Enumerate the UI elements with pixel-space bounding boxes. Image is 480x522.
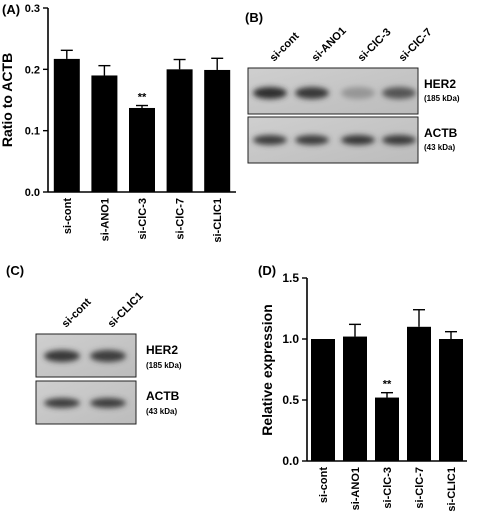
bar-d-2 <box>375 397 399 461</box>
actb-band-b-1 <box>295 135 329 145</box>
blot-b-actb-kda: (43 kDa) <box>424 143 455 152</box>
bar-a-0 <box>53 58 80 193</box>
blot-b-her2-bands <box>253 87 416 99</box>
lane-label-b-2: si-ClC-3 <box>356 26 394 64</box>
y-tick-label-a: 0.0 <box>25 187 40 199</box>
panel-a-label: (A) <box>2 2 20 17</box>
category-label-a-3: si-ClC-7 <box>175 198 187 240</box>
category-label-d-3: si-ClC-7 <box>414 467 426 509</box>
lane-label-b-3: si-ClC-7 <box>397 26 435 64</box>
actb-band-b-2 <box>341 135 375 145</box>
blot-c-her2-kda: (185 kDa) <box>146 361 182 370</box>
significance-marker-d: ** <box>383 379 392 391</box>
y-tick-label-d: 0.0 <box>282 454 299 468</box>
blot-c-her2-label: HER2 <box>146 343 178 357</box>
blot-c: si-cont si-CLIC1 HER2 (185 kDa) ACTB (43 … <box>35 290 182 425</box>
blot-b-actb-bands <box>253 135 416 145</box>
category-label-a-4: si-CLIC1 <box>212 198 224 243</box>
blot-b-lane-labels: si-cont si-ANO1 si-ClC-3 si-ClC-7 <box>268 25 435 64</box>
actb-band-c-1 <box>90 398 126 408</box>
bar-d-0 <box>311 339 335 461</box>
y-tick-label-a: 0.3 <box>25 3 40 15</box>
lane-label-b-1: si-ANO1 <box>310 25 349 64</box>
blot-b-her2-label: HER2 <box>424 77 456 91</box>
her2-band-c-1 <box>90 350 126 362</box>
y-axis-label-d: Relative expression <box>259 304 275 436</box>
actb-band-b-0 <box>253 135 287 145</box>
blot-c-actb-kda: (43 kDa) <box>146 407 177 416</box>
bar-a-3 <box>166 69 193 192</box>
blot-c-actb-label: ACTB <box>146 389 180 403</box>
category-label-d-0: si-cont <box>318 467 330 503</box>
panel-b-label: (B) <box>245 10 263 25</box>
panel-d-label: (D) <box>258 263 276 278</box>
blot-b: si-cont si-ANO1 si-ClC-3 si-ClC-7 HER2 (185… <box>247 25 460 164</box>
y-tick-label-d: 1.5 <box>282 271 299 285</box>
blot-c-lane-labels: si-cont si-CLIC1 <box>60 290 146 330</box>
her2-band-b-1 <box>295 87 329 99</box>
bar-d-3 <box>407 326 431 461</box>
y-tick-label-d: 1.0 <box>282 332 299 346</box>
y-tick-label-a: 0.2 <box>25 64 40 76</box>
bar-a-4 <box>204 69 231 192</box>
her2-band-b-3 <box>382 87 416 99</box>
bar-a-1 <box>91 75 118 192</box>
chart-d: 0.0 0.5 1.0 1.5 Relative expression si-cont si… <box>259 271 467 512</box>
blot-c-actb-bands <box>44 398 126 408</box>
blot-b-her2-kda: (185 kDa) <box>424 94 460 103</box>
bar-d-1 <box>343 336 367 461</box>
her2-band-b-2 <box>341 87 375 99</box>
y-axis-label-a: Ratio to ACTB <box>0 53 15 147</box>
her2-band-b-0 <box>253 87 287 99</box>
significance-marker-a: ** <box>138 92 147 104</box>
blot-b-actb-label: ACTB <box>424 126 458 140</box>
category-label-a-1: si-ANO1 <box>99 198 111 241</box>
category-label-d-2: si-ClC-3 <box>382 467 394 509</box>
category-label-a-0: si-cont <box>62 198 74 234</box>
category-label-a-2: si-ClC-3 <box>137 198 149 240</box>
category-label-d-4: si-CLIC1 <box>446 467 458 512</box>
actb-band-c-0 <box>44 398 80 408</box>
actb-band-b-3 <box>382 135 416 145</box>
chart-a: 0.0 0.1 0.2 0.3 Ratio to ACTB si-cont si-ANO1 *… <box>0 3 236 243</box>
y-tick-label-a: 0.1 <box>25 126 40 138</box>
her2-band-c-0 <box>44 350 80 362</box>
lane-label-c-1: si-CLIC1 <box>106 290 146 330</box>
y-tick-label-d: 0.5 <box>282 393 299 407</box>
bar-d-4 <box>439 339 463 461</box>
panel-c-label: (C) <box>6 263 24 278</box>
blot-c-her2-bands <box>44 350 126 362</box>
category-label-d-1: si-ANO1 <box>350 467 362 510</box>
lane-label-c-0: si-cont <box>60 296 94 330</box>
lane-label-b-0: si-cont <box>268 30 302 64</box>
bar-a-2 <box>129 107 155 192</box>
